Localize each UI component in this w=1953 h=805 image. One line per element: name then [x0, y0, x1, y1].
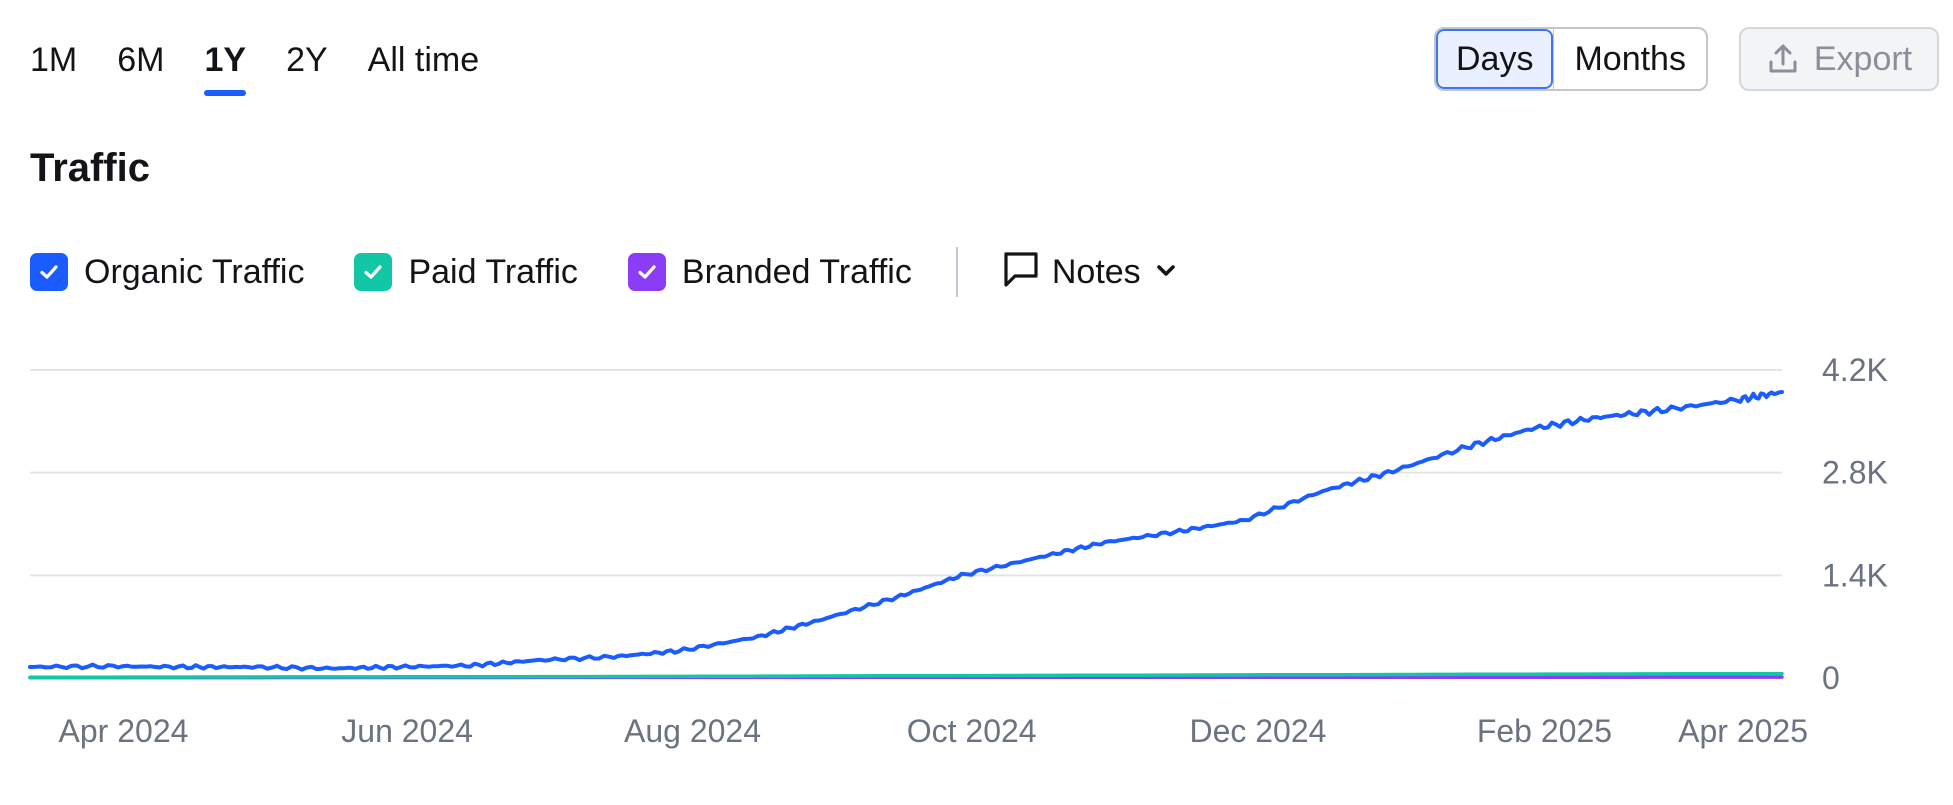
x-tick-label: Apr 2024 [59, 713, 189, 749]
y-tick-label: 1.4K [1822, 557, 1888, 593]
legend-organic-traffic[interactable]: Organic Traffic [30, 253, 304, 292]
x-tick-label: Aug 2024 [624, 713, 761, 749]
series-line-organic-traffic [28, 390, 1784, 672]
export-label: Export [1813, 39, 1913, 78]
months-button[interactable]: Months [1553, 29, 1706, 89]
speech-bubble-icon [1002, 250, 1040, 295]
x-tick-label: Apr 2025 [1678, 713, 1808, 749]
legend-label: Branded Traffic [681, 252, 912, 291]
x-tick-label: Oct 2024 [907, 713, 1037, 749]
legend-label: Organic Traffic [84, 252, 305, 291]
y-tick-label: 0 [1822, 660, 1840, 696]
range-tab-6m[interactable]: 6M [117, 41, 165, 79]
export-button[interactable]: Export [1739, 27, 1939, 91]
x-tick-label: Feb 2025 [1477, 713, 1612, 749]
range-tab-1y[interactable]: 1Y [204, 30, 246, 96]
y-tick-label: 2.8K [1822, 455, 1888, 491]
granularity-toggle: Days Months [1434, 27, 1708, 91]
upload-icon [1766, 42, 1800, 76]
x-tick-label: Dec 2024 [1189, 713, 1326, 749]
chart-legend: Organic Traffic Paid Traffic Branded Tra… [30, 244, 1179, 300]
legend-paid-traffic[interactable]: Paid Traffic [354, 252, 578, 292]
checkbox-checked-icon[interactable] [627, 253, 666, 291]
notes-label: Notes [1051, 252, 1141, 291]
legend-divider [955, 247, 958, 297]
time-range-tabs: 1M 6M 1Y 2Y All time [30, 30, 479, 96]
legend-label: Paid Traffic [408, 252, 578, 291]
chart-title: Traffic [30, 146, 151, 190]
range-tab-2y[interactable]: 2Y [286, 41, 328, 79]
days-button[interactable]: Days [1436, 29, 1554, 89]
range-tab-1m[interactable]: 1M [30, 41, 78, 79]
series-line-paid-traffic [28, 671, 1784, 680]
legend-branded-traffic[interactable]: Branded Traffic [627, 252, 912, 292]
y-tick-label: 4.2K [1822, 352, 1888, 388]
checkbox-checked-icon[interactable] [30, 253, 68, 291]
range-tab-all-time[interactable]: All time [367, 41, 480, 79]
x-tick-label: Jun 2024 [341, 713, 473, 749]
chevron-down-icon [1153, 257, 1179, 288]
notes-dropdown[interactable]: Notes [1002, 250, 1179, 295]
checkbox-checked-icon[interactable] [354, 253, 393, 291]
